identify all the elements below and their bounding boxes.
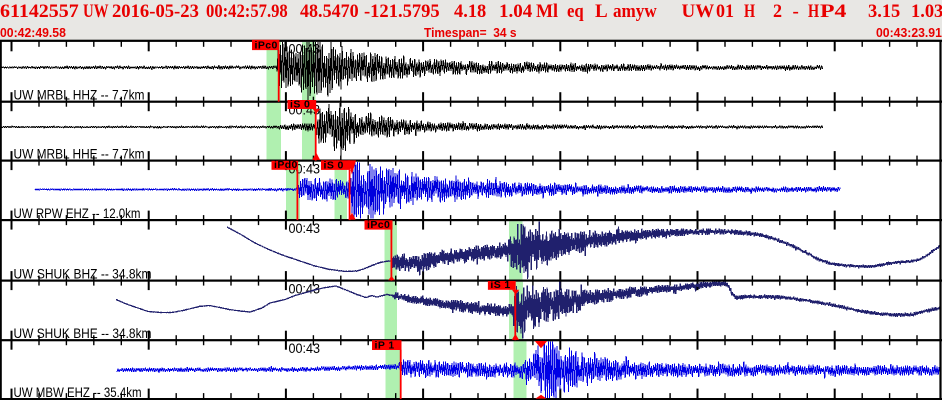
svg-text:iPd0: iPd0: [274, 159, 298, 171]
svg-text:UW MRBL HHZ -- 7.7km: UW MRBL HHZ -- 7.7km: [14, 87, 145, 103]
svg-text:UW SHUK BHE -- 34.8km: UW SHUK BHE -- 34.8km: [14, 325, 152, 341]
svg-text:00:43: 00:43: [289, 221, 321, 236]
svg-text:UW SHUK BHZ -- 34.8km: UW SHUK BHZ -- 34.8km: [14, 266, 152, 282]
svg-text:iPc0: iPc0: [367, 219, 390, 231]
svg-text:UW MBW EHZ -- 35.4km: UW MBW EHZ -- 35.4km: [14, 384, 142, 400]
svg-text:00:43: 00:43: [289, 341, 321, 356]
svg-text:UW RPW EHZ -- 12.0km: UW RPW EHZ -- 12.0km: [14, 205, 141, 221]
svg-text:iPc0: iPc0: [255, 40, 278, 52]
svg-text:UW MRBL HHE -- 7.7km: UW MRBL HHE -- 7.7km: [14, 146, 145, 162]
svg-text:iS 1: iS 1: [490, 279, 510, 291]
svg-text:00:43: 00:43: [289, 281, 321, 296]
svg-text:iS 0: iS 0: [290, 98, 310, 110]
svg-text:iP 1: iP 1: [375, 339, 395, 351]
svg-text:iS 0: iS 0: [324, 159, 344, 171]
